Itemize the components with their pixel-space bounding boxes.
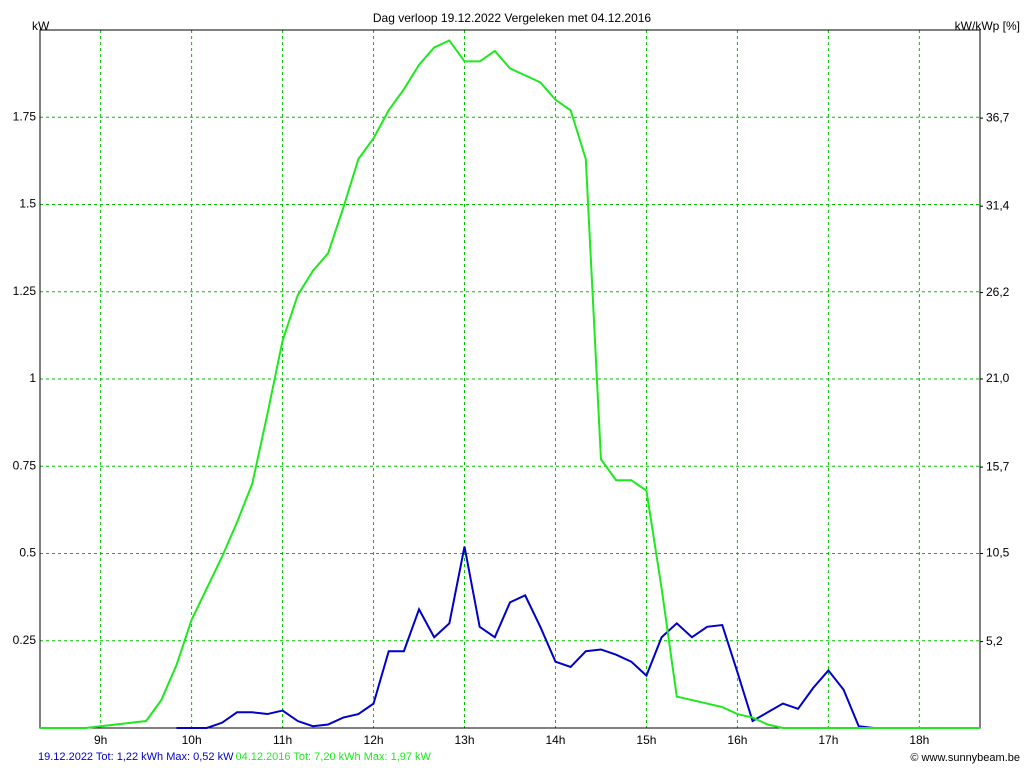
x-tick-label: 16h (727, 733, 747, 747)
legend-entry: 04.12.2016 Tot: 7,20 kWh Max: 1,97 kW (235, 751, 431, 763)
x-tick-label: 11h (273, 733, 292, 747)
legend-entry: 19.12.2022 Tot: 1,22 kWh Max: 0,52 kW (38, 751, 234, 763)
x-tick-label: 18h (909, 733, 929, 747)
x-tick-label: 13h (455, 733, 475, 747)
credit: © www.sunnybeam.be (910, 752, 1020, 764)
y2-tick-label: 5,2 (986, 634, 1003, 648)
x-tick-label: 14h (545, 733, 565, 747)
x-tick-label: 10h (182, 733, 202, 747)
y2-axis-label: kW/kWp [%] (955, 19, 1020, 33)
plot-border (39, 29, 981, 729)
data-line (176, 546, 874, 729)
y2-tick-label: 10,5 (986, 546, 1010, 560)
y-tick-label: 0.75 (13, 458, 37, 472)
y2-tick-label: 15,7 (986, 459, 1010, 473)
y2-tick-label: 21,0 (986, 371, 1010, 385)
chart-title: Dag verloop 19.12.2022 Vergeleken met 04… (373, 11, 652, 25)
data-line (40, 39, 980, 729)
y-tick-label: 1.5 (19, 197, 36, 211)
y-tick-label: 0.5 (19, 546, 36, 560)
y-tick-label: 1.75 (13, 109, 37, 123)
x-tick-label: 9h (94, 733, 107, 747)
x-tick-label: 17h (818, 733, 838, 747)
y-tick-label: 0.25 (13, 633, 37, 647)
y2-tick-label: 36,7 (986, 110, 1010, 124)
x-tick-label: 12h (364, 733, 384, 747)
x-tick-label: 15h (636, 733, 656, 747)
y2-tick-label: 26,2 (986, 285, 1010, 299)
y-tick-label: 1 (29, 371, 36, 385)
y-axis-label: kW (32, 19, 50, 33)
y2-tick-label: 31,4 (986, 198, 1010, 212)
y-tick-label: 1.25 (13, 284, 37, 298)
